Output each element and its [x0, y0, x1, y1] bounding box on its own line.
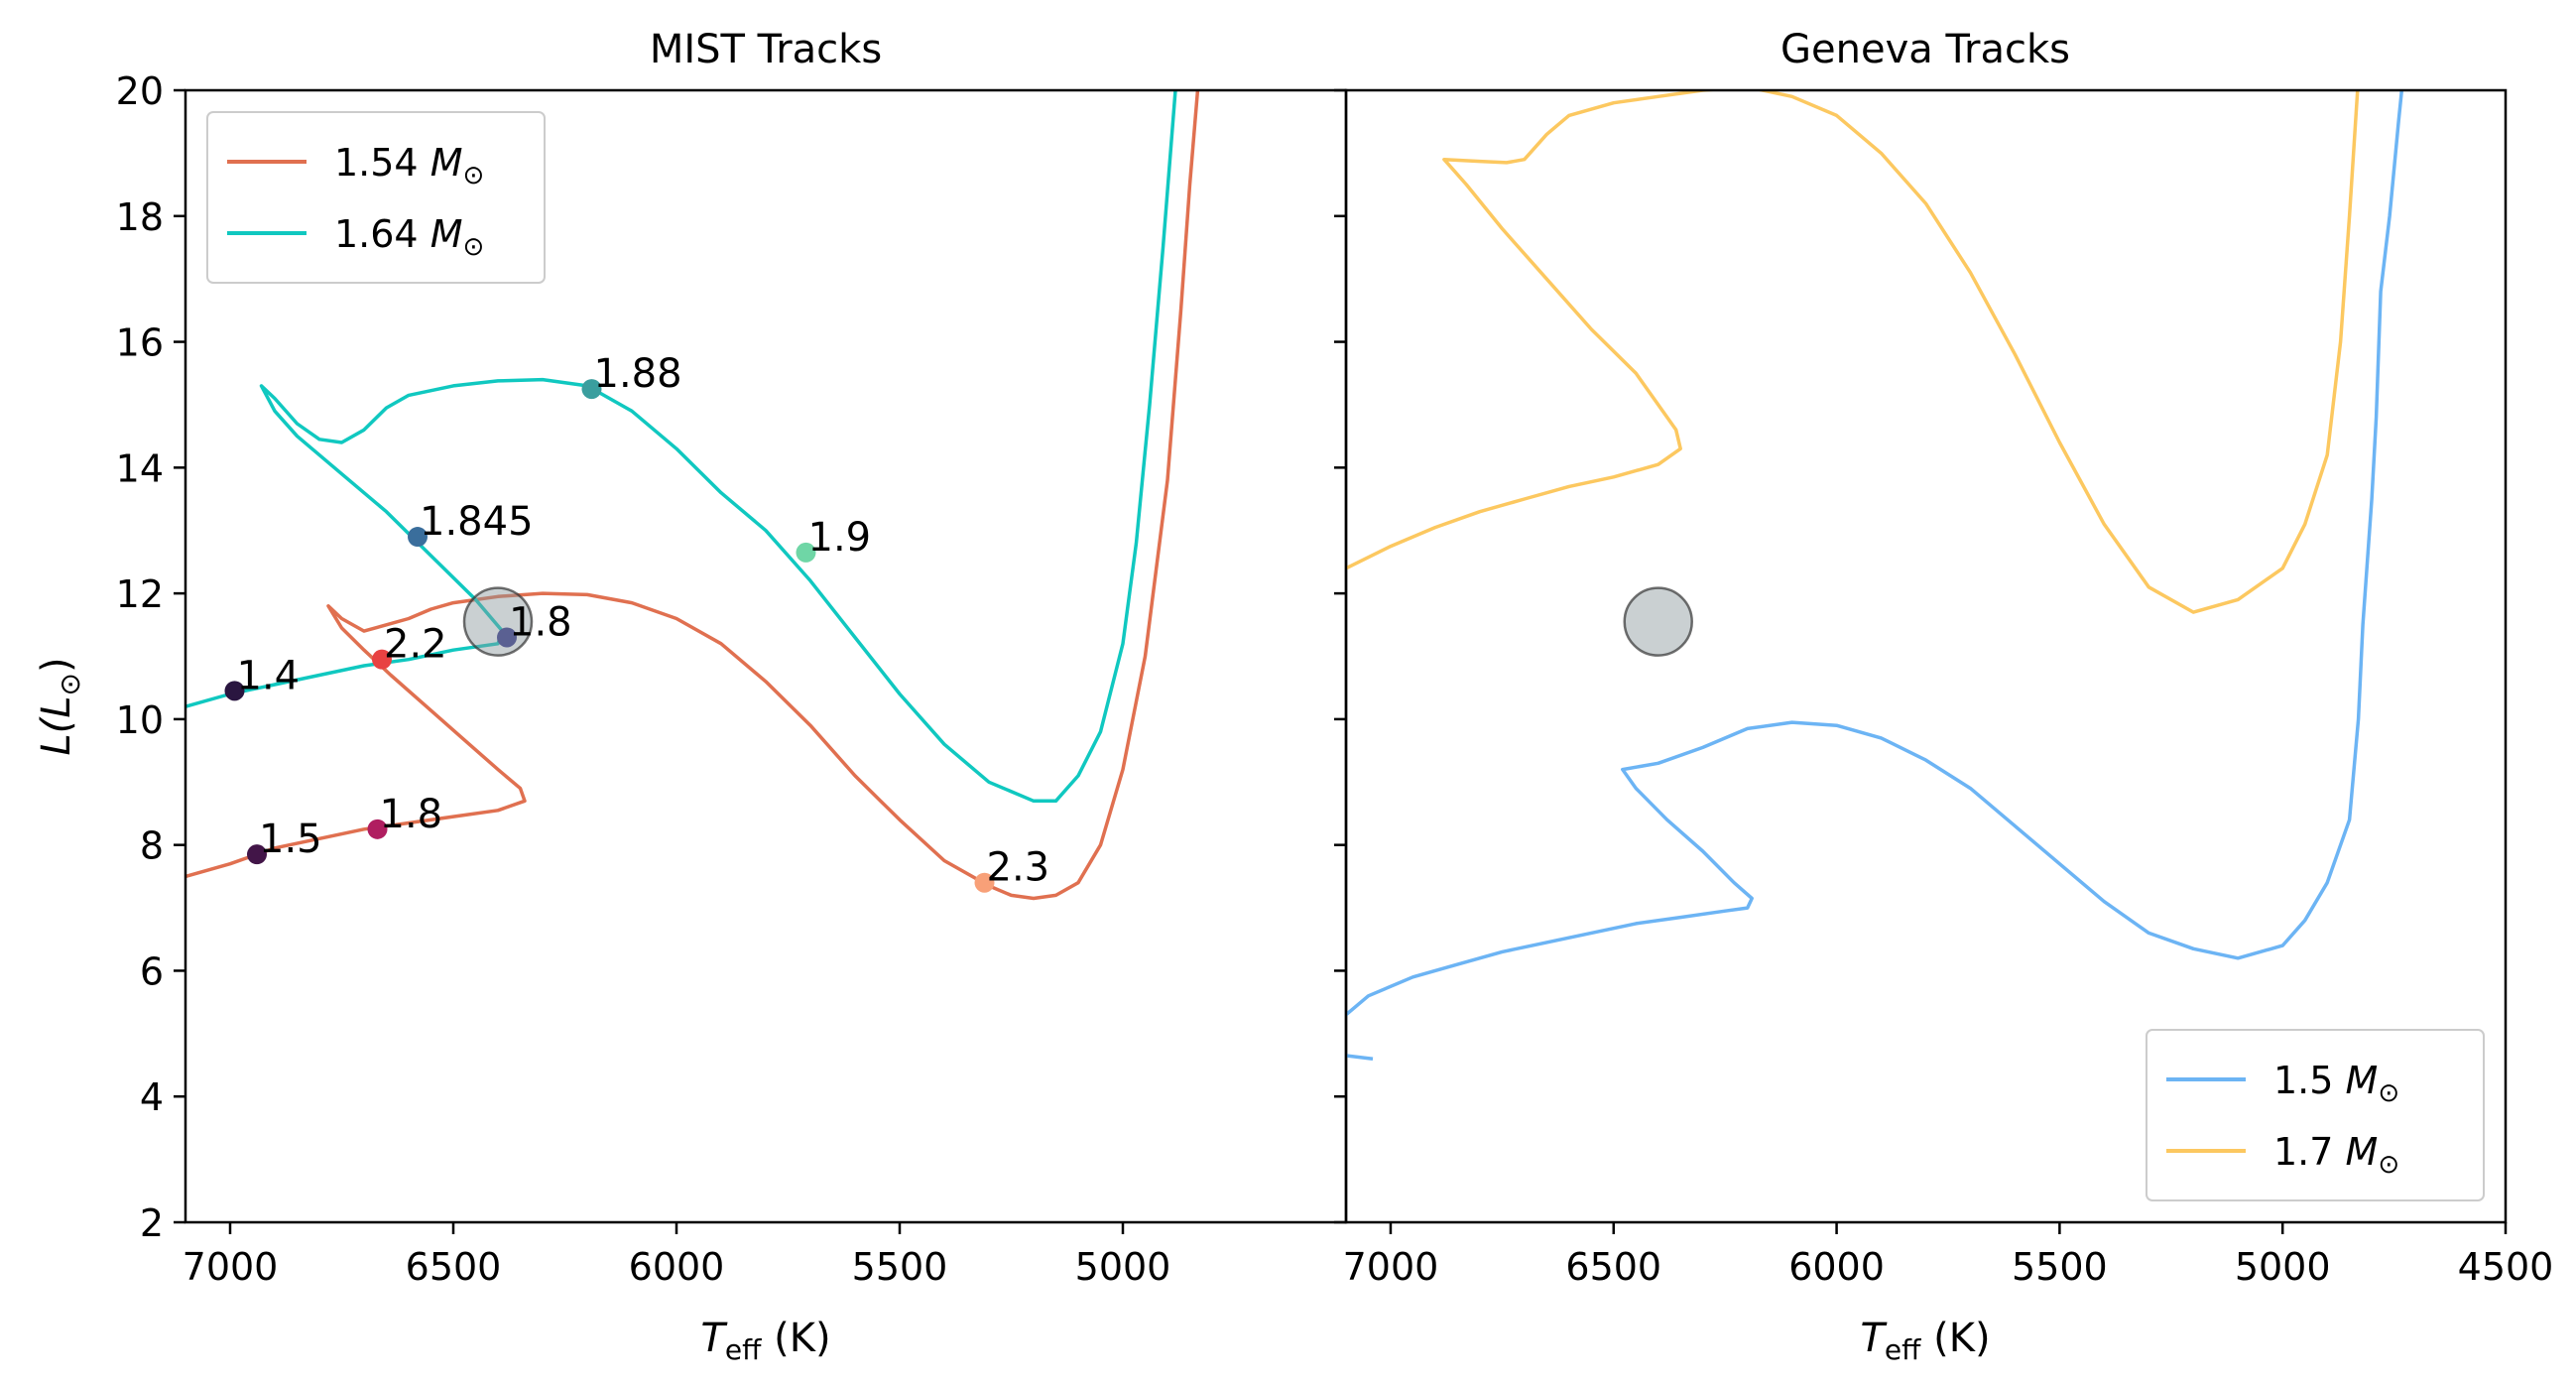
- mist-y-tick-label-8: 18: [116, 195, 164, 239]
- geneva-legend-label-0: 1.5 M⊙: [2273, 1059, 2399, 1108]
- y-axis-label-close: ): [34, 657, 79, 673]
- svg-text:L(L⊙): L(L⊙): [34, 657, 86, 755]
- mist-x-tick-label-0: 7000: [183, 1245, 279, 1289]
- mist-y-tick-label-5: 12: [116, 572, 164, 616]
- geneva-chart-title: Geneva Tracks: [1780, 27, 2070, 72]
- geneva-x-tick-label-0: 7000: [1343, 1245, 1439, 1289]
- mist-marker-2: [796, 542, 816, 563]
- mist-x-axis-label: Teff (K): [700, 1316, 830, 1366]
- mist-marker-label-6: 1.8: [380, 792, 443, 837]
- mist-marker-5: [224, 681, 245, 701]
- mist-marker-label-3: 1.8: [509, 599, 572, 645]
- y-axis-label-sub: ⊙: [54, 673, 86, 695]
- mist-marker-label-4: 2.2: [384, 622, 447, 668]
- geneva-axes-frame: [1344, 88, 2508, 1224]
- y-axis-label: L(L⊙): [34, 657, 86, 755]
- mist-marker-label-0: 1.88: [594, 351, 682, 397]
- mist-plot-area: 1.88 1.845 1.9 1.8 2.2 1.4 1.8 1.5 2.3 7000 6500 60…: [116, 69, 1348, 1289]
- geneva-plot-area: 7000 6500 6000 5500 5000 4500 1.5 M⊙ 1.7 M⊙: [1334, 88, 2554, 1289]
- geneva-series-line-0-0: [1346, 1054, 1374, 1061]
- mist-marker-label-8: 2.3: [987, 845, 1050, 891]
- mist-marker-label-1: 1.845: [420, 499, 534, 545]
- mist-x-tick-label-2: 6000: [629, 1245, 725, 1289]
- mist-marker-6: [367, 818, 388, 839]
- mist-x-tick-label-3: 5500: [852, 1245, 948, 1289]
- mist-y-tick-label-4: 10: [116, 698, 164, 742]
- geneva-star-circle: [1623, 586, 1693, 657]
- mist-chart-title: MIST Tracks: [650, 27, 882, 72]
- geneva-series-line-0-1: [1346, 90, 2404, 1017]
- mist-marker-label-5: 1.4: [237, 653, 301, 698]
- mist-marker-label-7: 1.5: [259, 817, 322, 862]
- mist-marker-0: [581, 379, 602, 400]
- mist-y-tick-label-1: 4: [140, 1075, 164, 1119]
- mist-y-tick-label-6: 14: [116, 446, 164, 490]
- y-axis-label-main: L(L: [34, 695, 79, 755]
- mist-y-tick-label-2: 6: [140, 949, 164, 993]
- mist-y-tick-label-3: 8: [140, 824, 164, 868]
- mist-marker-3: [497, 627, 517, 648]
- mist-y-tick-label-7: 16: [116, 321, 164, 365]
- geneva-x-tick-label-2: 6000: [1788, 1245, 1885, 1289]
- mist-marker-4: [372, 649, 392, 670]
- geneva-legend: [2146, 1029, 2485, 1201]
- geneva-x-axis-label: Teff (K): [1860, 1316, 1990, 1366]
- geneva-x-tick-label-3: 5500: [2012, 1245, 2108, 1289]
- mist-legend-label-1: 1.64 M⊙: [334, 212, 484, 262]
- geneva-legend-label-1: 1.7 M⊙: [2273, 1130, 2399, 1180]
- geneva-x-tick-label-4: 5000: [2235, 1245, 2331, 1289]
- geneva-x-tick-label-5: 4500: [2458, 1245, 2554, 1289]
- geneva-series-line-1-0: [1346, 90, 2360, 614]
- mist-x-tick-label-4: 5000: [1075, 1245, 1171, 1289]
- mist-marker-1: [408, 527, 428, 548]
- mist-marker-label-2: 1.9: [808, 515, 872, 561]
- mist-y-tick-label-0: 2: [140, 1201, 164, 1245]
- geneva-x-tick-label-1: 6500: [1565, 1245, 1661, 1289]
- mist-marker-7: [247, 844, 267, 865]
- mist-marker-8: [974, 872, 995, 893]
- mist-legend: [206, 111, 546, 284]
- mist-x-tick-label-1: 6500: [406, 1245, 502, 1289]
- mist-y-tick-label-9: 20: [116, 69, 164, 113]
- mist-legend-label-0: 1.54 M⊙: [334, 141, 484, 190]
